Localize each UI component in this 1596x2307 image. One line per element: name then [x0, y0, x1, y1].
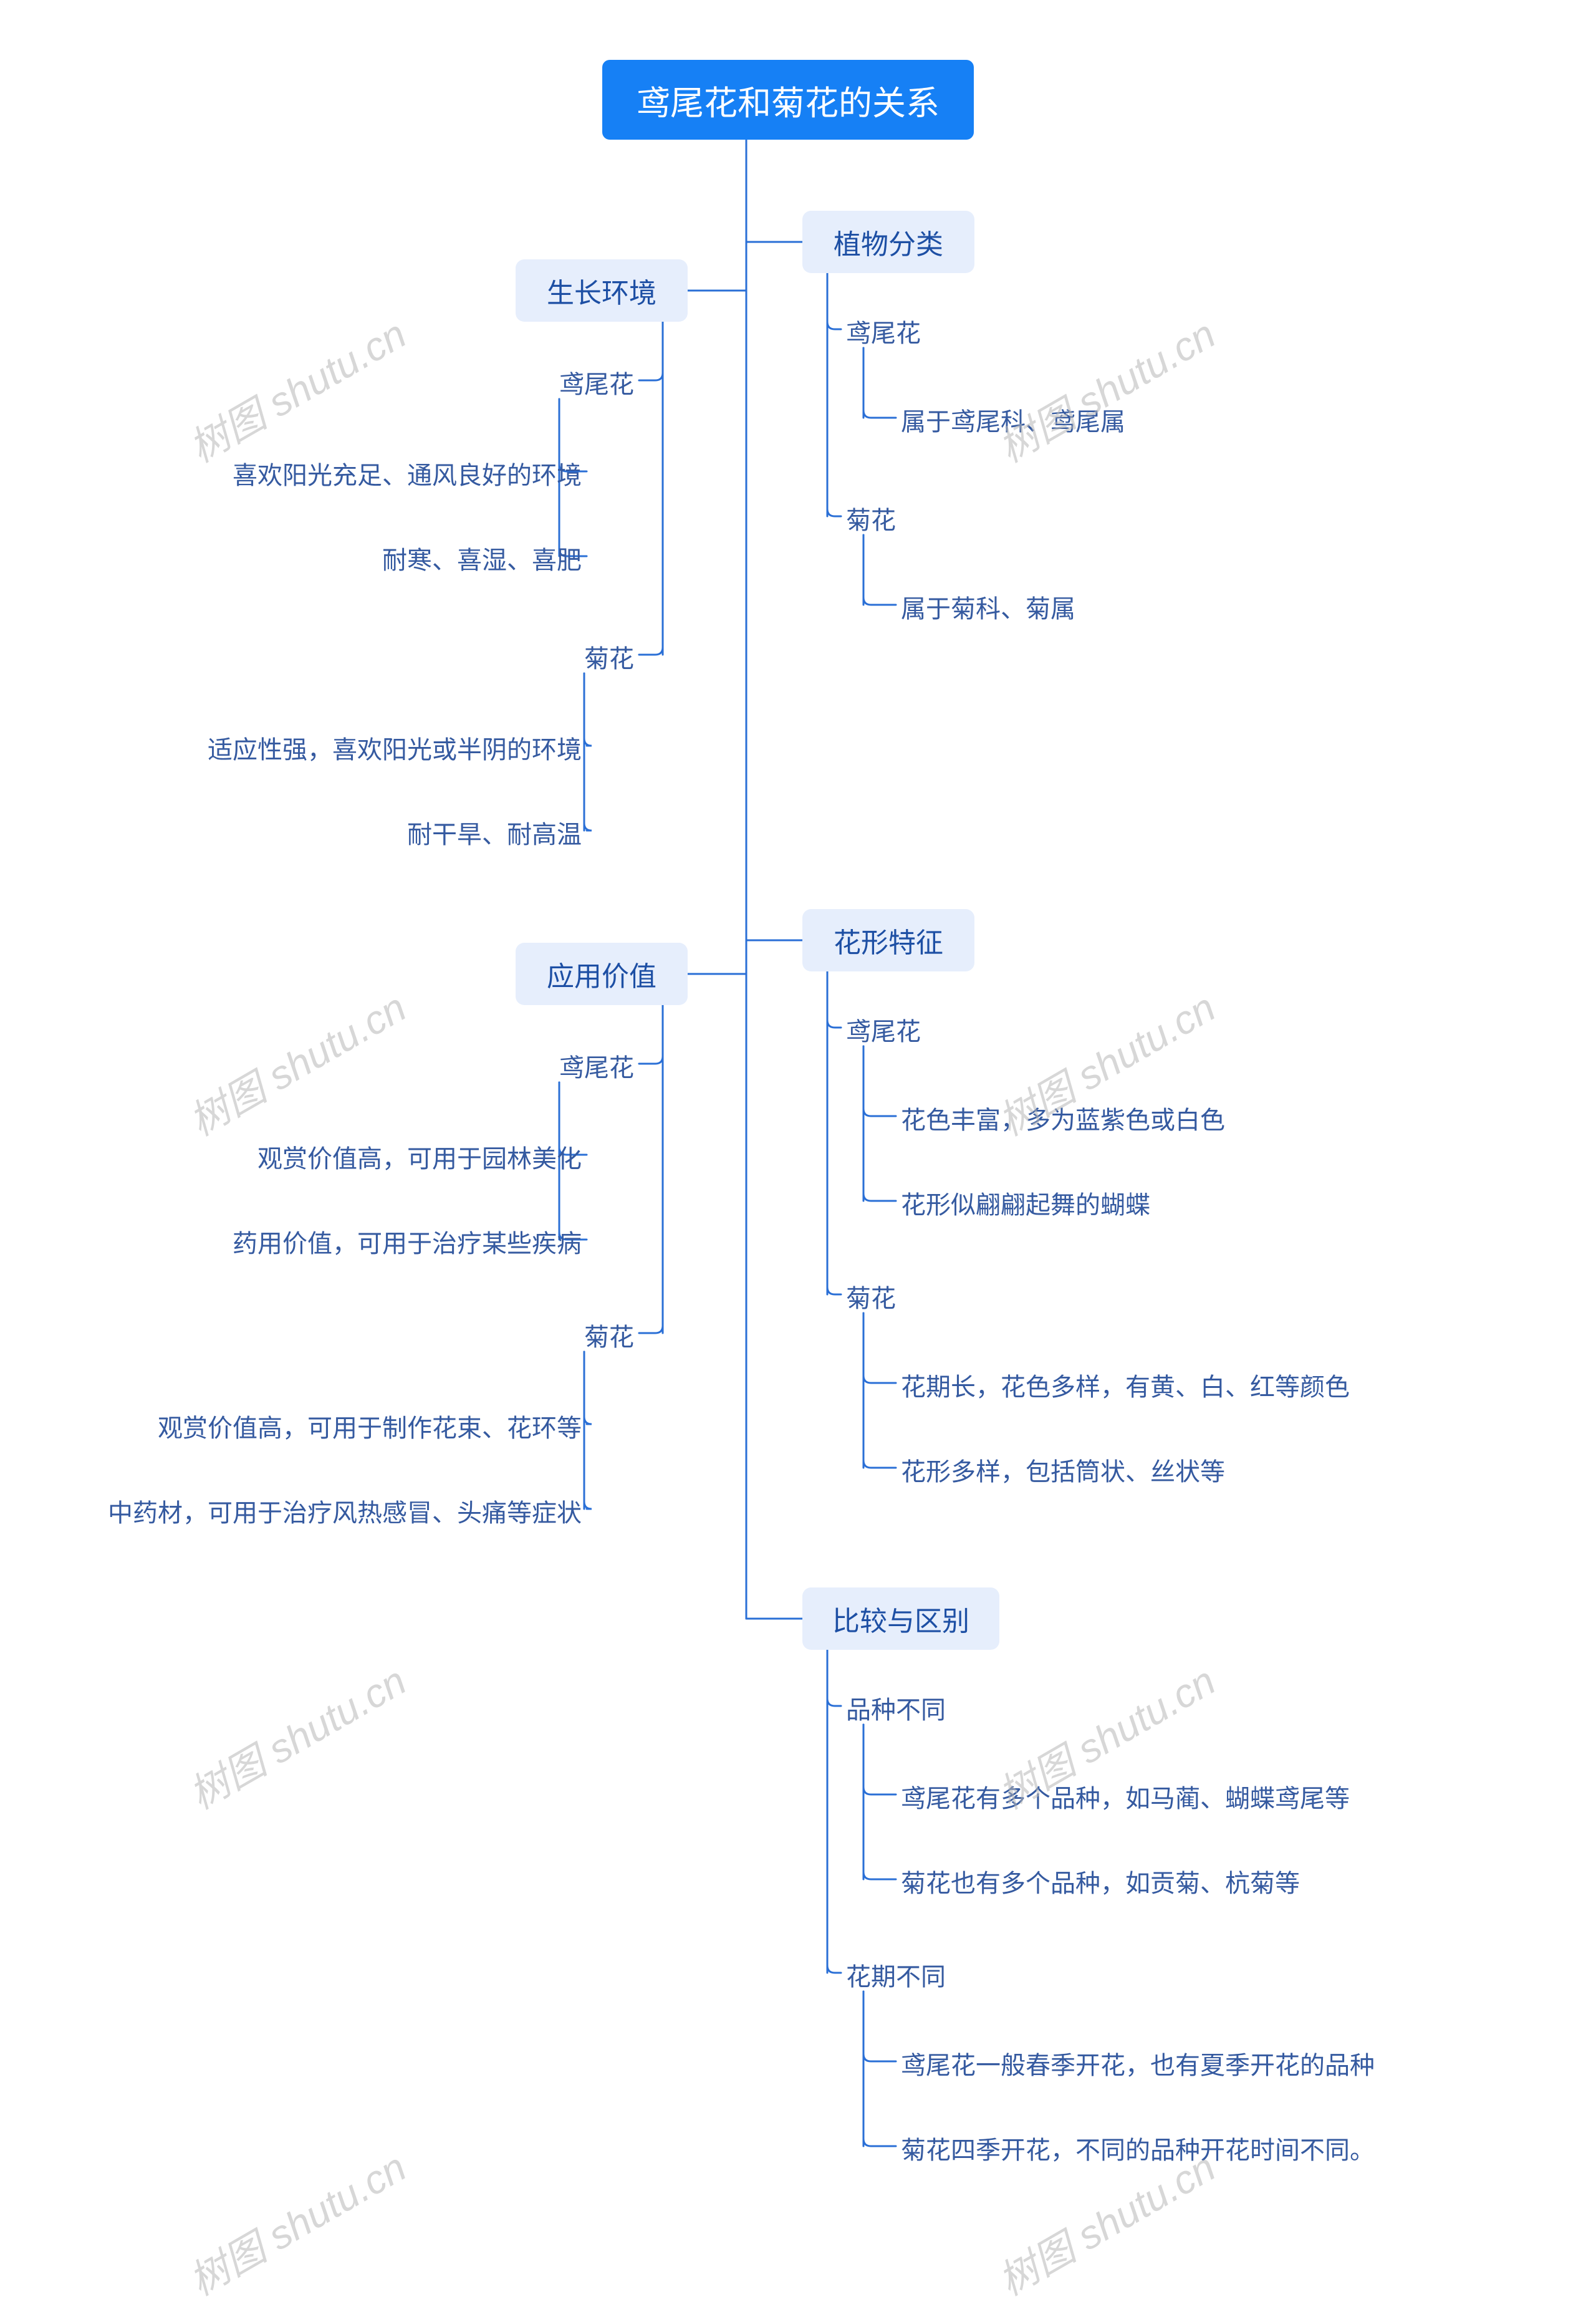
branch-plant-class: 植物分类: [802, 211, 974, 273]
watermark: 树图 shutu.cn: [986, 303, 1224, 474]
lvl3-node: 菊花也有多个品种，如贡菊、杭菊等: [901, 1863, 1300, 1899]
watermark: 树图 shutu.cn: [177, 303, 415, 474]
lvl3-node: 属于菊科、菊属: [901, 589, 1075, 625]
lvl2-node: 菊花: [584, 1317, 634, 1353]
lvl3-node: 适应性强，喜欢阳光或半阴的环境: [208, 730, 582, 766]
lvl3-node: 花形似翩翩起舞的蝴蝶: [901, 1185, 1150, 1221]
lvl3-node: 观赏价值高，可用于园林美化: [257, 1139, 582, 1175]
lvl3-node: 喜欢阳光充足、通风良好的环境: [233, 455, 582, 491]
lvl2-node: 鸢尾花: [846, 313, 921, 349]
branch-flower-shape: 花形特征: [802, 909, 974, 971]
lvl3-node: 药用价值，可用于治疗某些疾病: [233, 1223, 582, 1259]
lvl3-node: 鸢尾花一般春季开花，也有夏季开花的品种: [901, 2045, 1375, 2081]
lvl3-node: 属于鸢尾科、鸢尾属: [901, 402, 1125, 438]
watermark: 树图 shutu.cn: [177, 1650, 415, 1821]
lvl2-node: 鸢尾花: [559, 364, 634, 400]
lvl2-node: 鸢尾花: [559, 1048, 634, 1084]
lvl3-node: 观赏价值高，可用于制作花束、花环等: [158, 1408, 582, 1444]
branch-value: 应用价值: [516, 943, 688, 1005]
lvl2-node: 菊花: [846, 1278, 896, 1314]
root-node: 鸢尾花和菊花的关系: [602, 60, 974, 140]
lvl3-node: 花期长，花色多样，有黄、白、红等颜色: [901, 1367, 1350, 1403]
lvl2-node: 菊花: [584, 638, 634, 675]
lvl3-node: 花色丰富，多为蓝紫色或白色: [901, 1100, 1225, 1136]
connector-lines: [0, 0, 1596, 2270]
watermark: 树图 shutu.cn: [177, 976, 415, 1147]
lvl2-node: 品种不同: [846, 1690, 946, 1726]
lvl3-node: 耐干旱、耐高温: [407, 814, 582, 850]
watermark: 树图 shutu.cn: [177, 2136, 415, 2307]
branch-compare: 比较与区别: [802, 1587, 999, 1650]
lvl2-node: 鸢尾花: [846, 1011, 921, 1048]
lvl2-node: 花期不同: [846, 1957, 946, 1993]
branch-env: 生长环境: [516, 259, 688, 322]
lvl3-node: 中药材，可用于治疗风热感冒、头痛等症状: [108, 1493, 582, 1529]
lvl3-node: 花形多样，包括筒状、丝状等: [901, 1452, 1225, 1488]
lvl3-node: 鸢尾花有多个品种，如马蔺、蝴蝶鸢尾等: [901, 1778, 1350, 1814]
mindmap-canvas: 鸢尾花和菊花的关系植物分类鸢尾花属于鸢尾科、鸢尾属菊花属于菊科、菊属生长环境鸢尾…: [0, 0, 1596, 2270]
lvl3-node: 耐寒、喜湿、喜肥: [382, 540, 582, 576]
lvl3-node: 菊花四季开花，不同的品种开花时间不同。: [901, 2130, 1375, 2166]
lvl2-node: 菊花: [846, 500, 896, 536]
